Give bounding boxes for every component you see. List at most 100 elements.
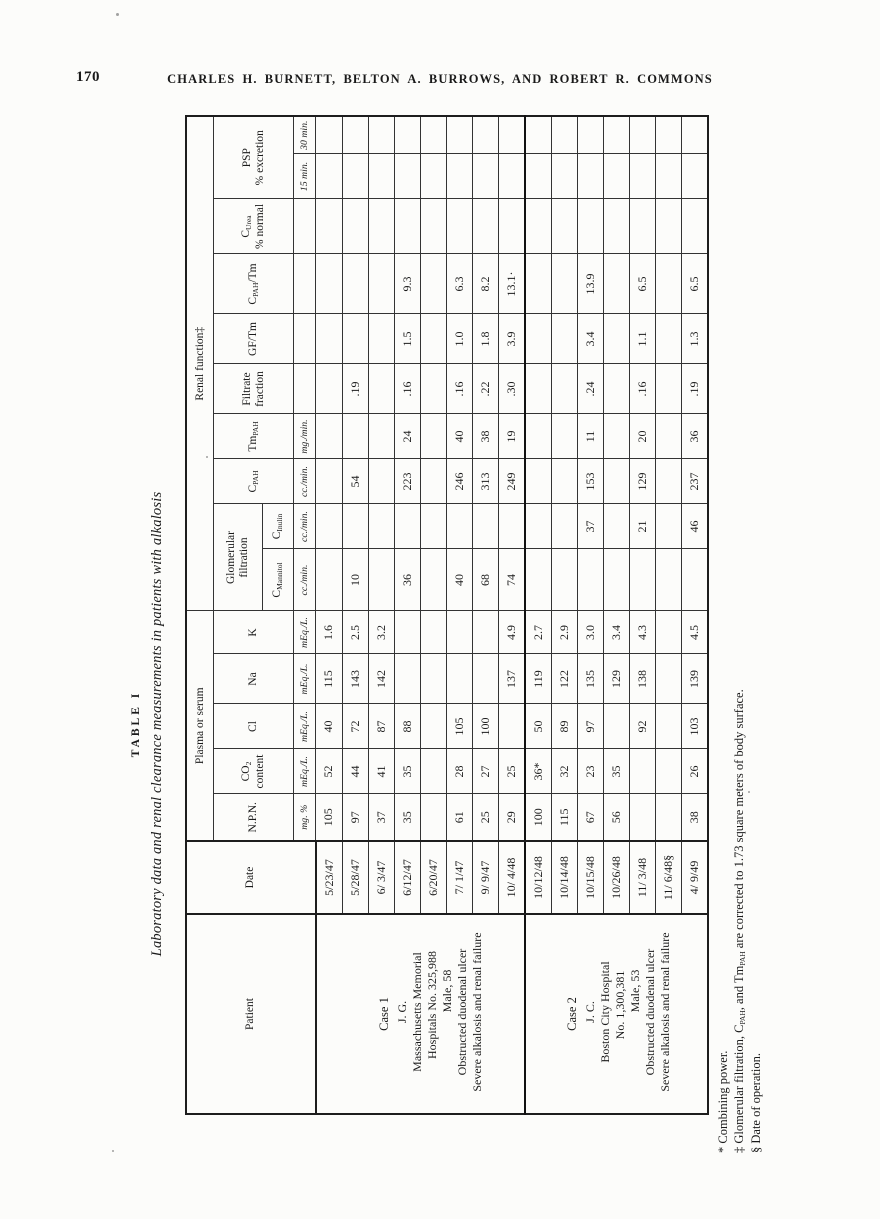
col-header-cl: Cl	[213, 704, 294, 749]
value-cell: 40	[315, 704, 342, 749]
value-cell: 4.3	[629, 611, 655, 654]
value-cell	[603, 704, 629, 749]
col-header-curea: CUrea% normal	[213, 199, 294, 254]
value-cell	[603, 459, 629, 504]
value-cell: 139	[681, 654, 708, 704]
value-cell	[655, 749, 681, 794]
value-cell	[420, 654, 446, 704]
value-cell	[446, 199, 472, 254]
col-header-date: Date	[186, 841, 316, 914]
value-cell	[551, 549, 577, 611]
lab-data-table: Patient Date Plasma or serum Renal funct…	[185, 114, 709, 1115]
value-cell: 40	[446, 549, 472, 611]
value-cell: 61	[446, 794, 472, 841]
value-cell	[368, 504, 394, 549]
patient-info-line: Severe alkalosis and renal failure	[470, 932, 485, 1092]
value-cell: 56	[603, 794, 629, 841]
col-header-co2: CO2 content	[213, 749, 294, 794]
value-cell	[524, 154, 551, 199]
value-cell: 1.0	[446, 314, 472, 364]
value-cell	[420, 154, 446, 199]
value-cell	[315, 414, 342, 459]
value-cell	[472, 154, 498, 199]
value-cell	[498, 504, 525, 549]
patient-cell: Case 2 J. C. Boston City Hospital No. 1,300…	[524, 914, 708, 1114]
value-cell: 67	[577, 794, 603, 841]
table-row: Case 1 J. G. Massachusetts Memorial Hospita…	[315, 115, 525, 1114]
value-cell	[577, 154, 603, 199]
value-cell: 28	[446, 749, 472, 794]
value-cell	[498, 154, 525, 199]
value-cell: 3.0	[577, 611, 603, 654]
value-cell: 138	[629, 654, 655, 704]
value-cell	[655, 154, 681, 199]
value-cell	[524, 199, 551, 254]
date-cell: 4/ 9/49	[681, 841, 708, 914]
value-cell: 249	[498, 459, 525, 504]
value-cell	[446, 115, 472, 154]
date-cell: 5/28/47	[342, 841, 368, 914]
value-cell	[655, 364, 681, 414]
patient-info-line: Obstructed duodenal ulcer	[455, 948, 470, 1076]
value-cell	[446, 611, 472, 654]
date-cell: 6/12/47	[394, 841, 420, 914]
unit-cell: 15 min.	[293, 154, 316, 199]
value-cell	[368, 549, 394, 611]
value-cell: 38	[681, 794, 708, 841]
value-cell	[472, 654, 498, 704]
value-cell: 92	[629, 704, 655, 749]
value-cell	[342, 504, 368, 549]
value-cell	[472, 115, 498, 154]
date-cell: 6/20/47	[420, 841, 446, 914]
value-cell	[446, 504, 472, 549]
value-cell: 89	[551, 704, 577, 749]
col-header-cpah: CPAH	[213, 459, 294, 504]
value-cell	[394, 611, 420, 654]
value-cell: 115	[315, 654, 342, 704]
value-cell	[655, 794, 681, 841]
case-label: Case 1	[376, 997, 391, 1031]
value-cell: 35	[394, 749, 420, 794]
patient-info-line: No. 1,300,381	[612, 970, 627, 1040]
value-cell: 6.5	[681, 254, 708, 314]
value-cell: 36	[681, 414, 708, 459]
value-cell	[315, 314, 342, 364]
value-cell	[551, 254, 577, 314]
col-header-cinulin: CInulin	[262, 504, 294, 549]
value-cell	[629, 794, 655, 841]
value-cell: 2.7	[524, 611, 551, 654]
value-cell	[420, 254, 446, 314]
patient-info-line: Massachusetts Memorial	[409, 952, 424, 1072]
date-cell: 5/23/47	[315, 841, 342, 914]
group-header-glomerular: Glomerular filtration	[213, 504, 263, 611]
value-cell	[681, 549, 708, 611]
date-cell: 9/ 9/47	[472, 841, 498, 914]
value-cell	[315, 504, 342, 549]
col-header-gf-tm: GF/Tm	[213, 314, 294, 364]
patient-info-line: Severe alkalosis and renal failure	[658, 932, 673, 1092]
table-caption: TABLE I Laboratory data and renal cleara…	[127, 105, 185, 1115]
value-cell: 3.9	[498, 314, 525, 364]
value-cell: 135	[577, 654, 603, 704]
value-cell	[315, 199, 342, 254]
col-header-tmpah: TmPAH	[213, 414, 294, 459]
value-cell	[577, 115, 603, 154]
value-cell	[655, 314, 681, 364]
unit-cell: cc./min.	[293, 549, 316, 611]
value-cell	[420, 704, 446, 749]
value-cell: 4.5	[681, 611, 708, 654]
value-cell: 88	[394, 704, 420, 749]
value-cell: 11	[577, 414, 603, 459]
value-cell	[551, 115, 577, 154]
value-cell: 1.5	[394, 314, 420, 364]
value-cell	[342, 115, 368, 154]
value-cell: 37	[368, 794, 394, 841]
value-cell: 54	[342, 459, 368, 504]
value-cell	[655, 115, 681, 154]
value-cell	[420, 314, 446, 364]
value-cell: 129	[603, 654, 629, 704]
value-cell	[368, 414, 394, 459]
col-header-npn: N.P.N.	[213, 794, 294, 841]
value-cell	[446, 154, 472, 199]
